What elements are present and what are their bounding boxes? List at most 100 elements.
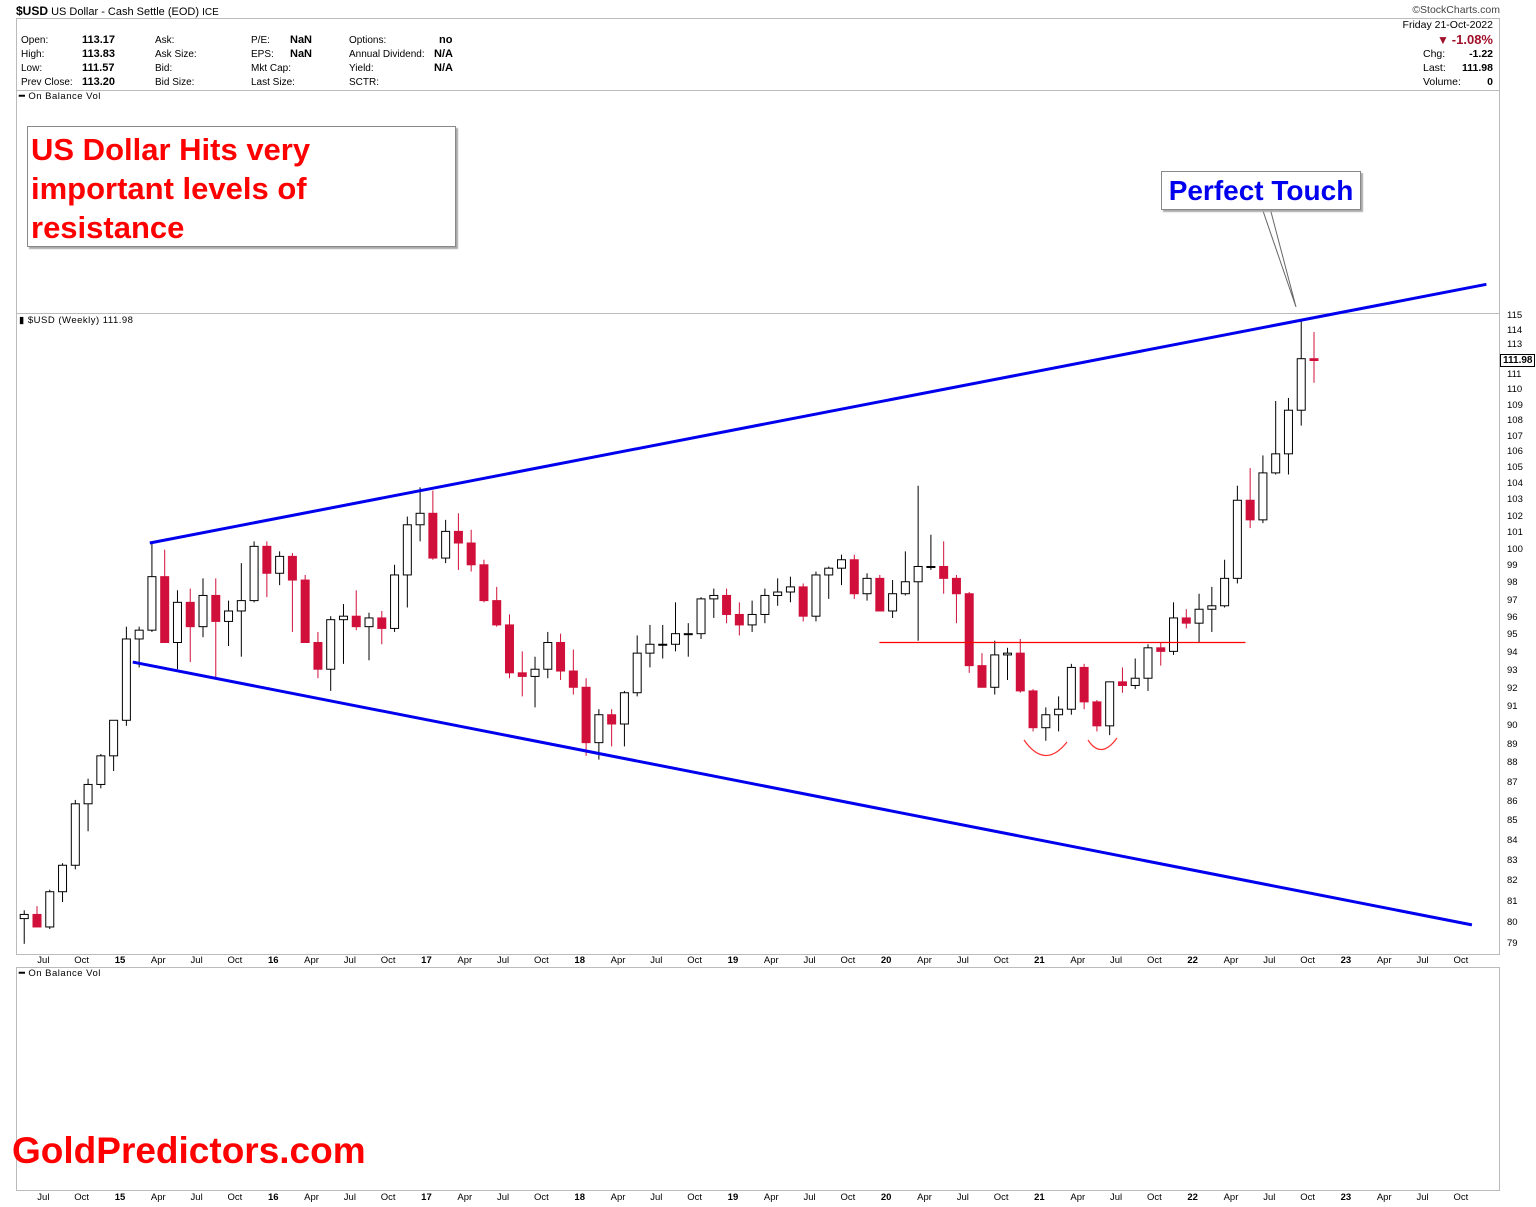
x-tick-label: 20 bbox=[880, 1192, 892, 1203]
candle bbox=[1003, 652, 1013, 656]
x-tick-label: Jul bbox=[343, 955, 356, 966]
x-tick-label: 16 bbox=[267, 955, 279, 966]
symbol: $USD bbox=[16, 4, 49, 18]
price-legend: ▮ $USD (Weekly) 111.98 bbox=[19, 315, 133, 326]
candle bbox=[939, 565, 949, 579]
candle bbox=[785, 586, 795, 593]
candle bbox=[1194, 608, 1204, 624]
stockcharts-watermark: ©StockCharts.com bbox=[1412, 4, 1500, 16]
x-tick-label: 21 bbox=[1034, 955, 1045, 966]
candle bbox=[1220, 577, 1230, 607]
candle bbox=[619, 692, 629, 725]
yield-value: N/A bbox=[434, 62, 453, 74]
x-tick-label: 18 bbox=[574, 955, 586, 966]
candle bbox=[837, 559, 847, 569]
candle bbox=[1143, 647, 1153, 679]
y-tick-label: 96 bbox=[1507, 611, 1518, 623]
low-value: 111.57 bbox=[82, 62, 115, 74]
headline-line-1: US Dollar Hits very bbox=[31, 132, 311, 167]
x-tick-label: Oct bbox=[1453, 955, 1469, 966]
brand-watermark: GoldPredictors.com bbox=[12, 1130, 366, 1171]
candle bbox=[83, 783, 93, 805]
candle bbox=[364, 617, 374, 628]
candle bbox=[1309, 358, 1319, 361]
x-tick-label: Oct bbox=[380, 955, 396, 966]
price-legend-label: $USD (Weekly) 111.98 bbox=[27, 315, 134, 326]
y-tick-label: 95 bbox=[1507, 629, 1518, 641]
candle bbox=[632, 652, 642, 694]
candle bbox=[198, 594, 208, 628]
candle bbox=[338, 615, 348, 621]
pe-label: P/E: bbox=[251, 35, 270, 46]
sctr-label: SCTR: bbox=[349, 77, 379, 88]
y-tick-label: 102 bbox=[1507, 510, 1523, 522]
x-tick-label: Apr bbox=[304, 955, 319, 966]
high-label: High: bbox=[21, 49, 45, 60]
candle bbox=[45, 891, 55, 928]
candle bbox=[377, 617, 387, 629]
y-tick-label: 104 bbox=[1507, 478, 1523, 490]
x-tick-label: Jul bbox=[956, 955, 969, 966]
y-tick-label: 108 bbox=[1507, 415, 1523, 426]
x-tick-label: Oct bbox=[1300, 955, 1315, 966]
candle bbox=[249, 545, 259, 602]
candle bbox=[96, 755, 106, 785]
candle bbox=[211, 594, 221, 622]
y-tick-label: 115 bbox=[1507, 310, 1523, 321]
x-tick-label: 23 bbox=[1340, 955, 1352, 966]
y-tick-label: 105 bbox=[1507, 462, 1523, 474]
candle bbox=[696, 598, 706, 635]
volume-row: Volume: 0 bbox=[1423, 76, 1493, 88]
x-tick-label: Apr bbox=[150, 1192, 166, 1203]
y-tick-label: 82 bbox=[1507, 875, 1518, 887]
x-tick-label: 22 bbox=[1187, 1192, 1198, 1203]
volume-label: Volume: bbox=[1423, 76, 1461, 88]
y-tick-label: 87 bbox=[1507, 776, 1518, 788]
candle bbox=[1169, 617, 1179, 652]
change-pct: -1.08% bbox=[1451, 32, 1493, 47]
trendlines bbox=[132, 282, 1487, 927]
candle bbox=[415, 512, 425, 526]
headline-line-2: important levels of bbox=[31, 171, 307, 206]
y-tick-label: 85 bbox=[1507, 815, 1518, 827]
x-tick-label: Apr bbox=[917, 1192, 932, 1203]
candle bbox=[32, 913, 42, 928]
y-tick-label: 113 bbox=[1507, 339, 1523, 351]
bid-label: Bid: bbox=[155, 63, 173, 74]
x-tick-label: Oct bbox=[1146, 1192, 1162, 1203]
candle bbox=[709, 594, 719, 600]
dividend-value: N/A bbox=[434, 48, 453, 60]
candle bbox=[722, 594, 732, 615]
x-tick-label: 17 bbox=[421, 955, 432, 966]
candle bbox=[734, 613, 744, 626]
y-tick-label: 89 bbox=[1507, 738, 1518, 750]
candle bbox=[1117, 681, 1127, 686]
trendline bbox=[149, 282, 1487, 545]
x-tick-label: 23 bbox=[1340, 1192, 1352, 1203]
candle bbox=[453, 530, 463, 544]
candle bbox=[964, 593, 974, 667]
x-tick-label: Oct bbox=[227, 955, 243, 966]
dividend-label: Annual Dividend: bbox=[349, 49, 425, 60]
x-tick-label: Jul bbox=[1416, 955, 1429, 966]
bottom-arc-right bbox=[1087, 737, 1118, 751]
x-tick-label: Jul bbox=[1416, 1192, 1429, 1203]
candle bbox=[607, 714, 617, 725]
candle bbox=[1181, 617, 1191, 624]
candle bbox=[402, 524, 412, 576]
x-tick-label: Oct bbox=[840, 1192, 856, 1203]
bottom-indicator-legend: ━ On Balance Vol bbox=[19, 968, 101, 979]
y-tick-label: 114 bbox=[1507, 324, 1523, 336]
x-tick-label: Oct bbox=[534, 955, 549, 966]
x-tick-label: Oct bbox=[74, 1192, 90, 1203]
open-value: 113.17 bbox=[82, 34, 116, 46]
x-tick-label: Apr bbox=[610, 955, 626, 966]
headline-line-3: resistance bbox=[31, 210, 185, 245]
last-price-tag: 111.98 bbox=[1500, 354, 1536, 367]
x-tick-label: Jul bbox=[190, 1192, 203, 1203]
candle bbox=[1092, 701, 1102, 727]
candle bbox=[236, 600, 246, 612]
y-tick-label: 84 bbox=[1507, 835, 1518, 847]
candle bbox=[913, 565, 923, 583]
